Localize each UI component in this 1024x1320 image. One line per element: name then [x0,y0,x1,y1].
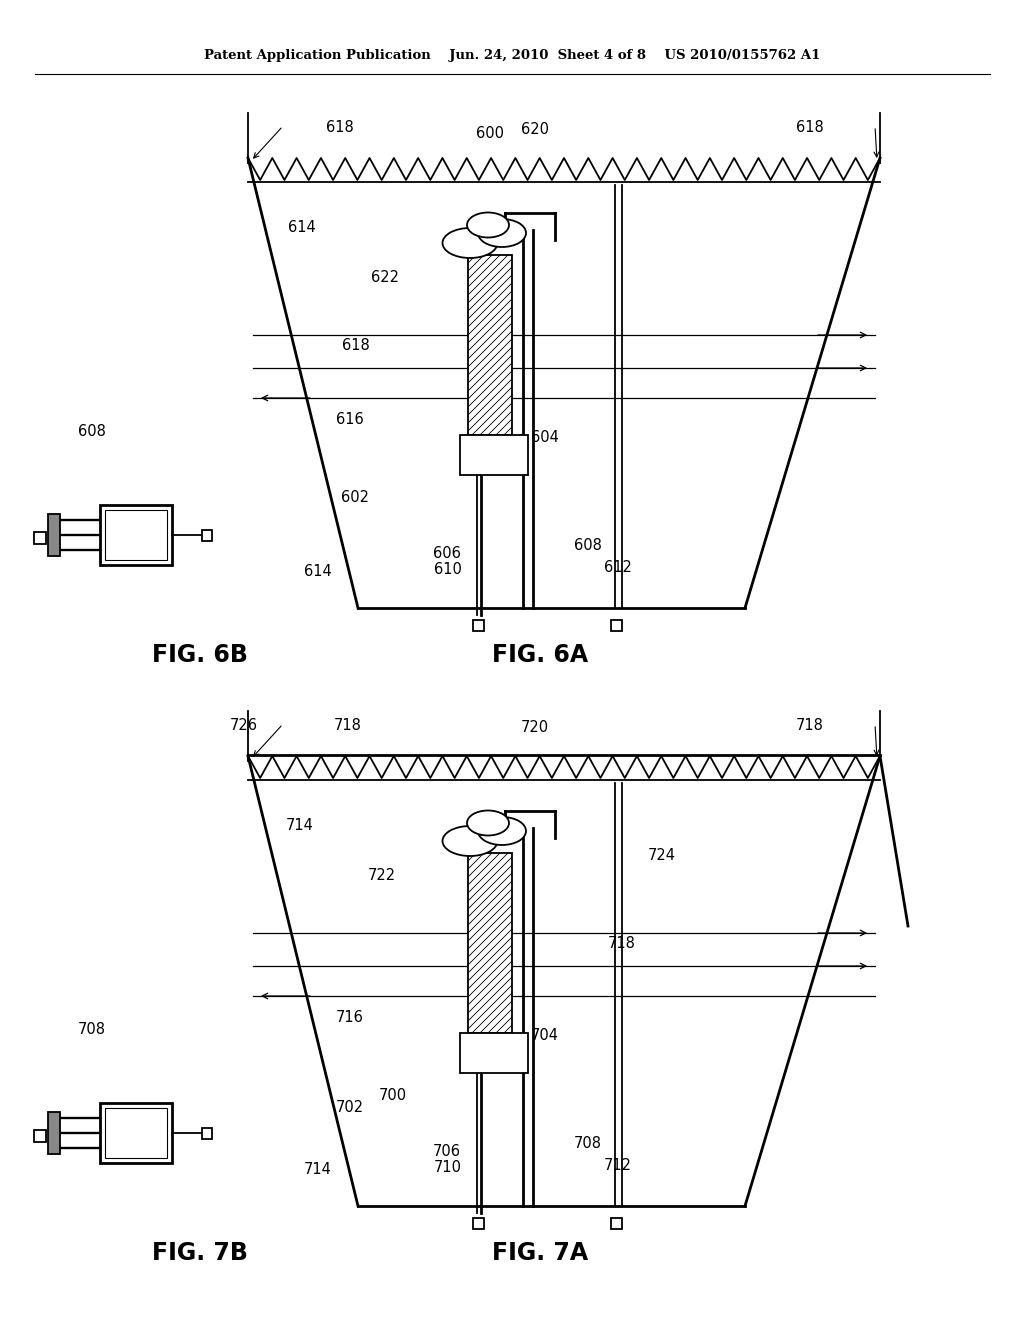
Ellipse shape [478,219,526,247]
Ellipse shape [478,817,526,845]
Text: 714: 714 [286,818,314,833]
Bar [34,532,46,544]
Text: FIG. 7A: FIG. 7A [492,1241,588,1265]
Text: 622: 622 [371,271,399,285]
Text: 614: 614 [288,220,315,235]
Bar [468,255,512,436]
Bar [202,531,212,541]
Text: 618: 618 [342,338,370,352]
Bar [611,1218,622,1229]
Text: 708: 708 [574,1137,602,1151]
Text: FIG. 6B: FIG. 6B [152,643,248,667]
Text: 712: 712 [604,1159,632,1173]
Text: 614: 614 [304,565,332,579]
Text: 718: 718 [608,936,636,950]
Bar [105,510,167,560]
Text: 600: 600 [476,125,504,140]
Bar [100,1104,172,1163]
Text: 608: 608 [574,539,602,553]
Text: 726: 726 [230,718,258,733]
Ellipse shape [467,810,509,836]
Bar [48,1111,60,1154]
Text: 708: 708 [78,1023,106,1038]
Text: 608: 608 [78,425,105,440]
Text: FIG. 7B: FIG. 7B [152,1241,248,1265]
Text: 610: 610 [434,562,462,578]
Text: 604: 604 [531,430,559,446]
Text: 720: 720 [521,721,549,735]
Text: 718: 718 [334,718,361,733]
Text: FIG. 6A: FIG. 6A [492,643,588,667]
Bar [473,1218,484,1229]
Text: 716: 716 [336,1011,364,1026]
Text: 612: 612 [604,561,632,576]
Text: 620: 620 [521,123,549,137]
Bar [48,513,60,556]
Text: Patent Application Publication    Jun. 24, 2010  Sheet 4 of 8    US 2010/0155762: Patent Application Publication Jun. 24, … [204,49,820,62]
Text: 722: 722 [368,869,396,883]
Text: 710: 710 [434,1160,462,1176]
Text: 606: 606 [433,546,461,561]
Text: 618: 618 [796,120,824,135]
Text: 718: 718 [796,718,824,733]
Text: 618: 618 [326,120,354,135]
Text: 724: 724 [648,847,676,862]
Text: 616: 616 [336,412,364,428]
Bar [468,853,512,1034]
Bar [473,620,484,631]
Ellipse shape [442,826,498,855]
Bar [202,1129,212,1139]
Text: 702: 702 [336,1101,365,1115]
Text: 704: 704 [531,1028,559,1044]
Text: 706: 706 [433,1144,461,1159]
Bar [34,1130,46,1142]
Bar [105,1107,167,1158]
Text: 602: 602 [341,491,369,506]
Bar [100,506,172,565]
Bar [611,620,622,631]
Bar [460,1034,528,1073]
Bar [460,436,528,475]
Text: 700: 700 [379,1089,408,1104]
Ellipse shape [467,213,509,238]
Text: 714: 714 [304,1163,332,1177]
Ellipse shape [442,228,498,257]
